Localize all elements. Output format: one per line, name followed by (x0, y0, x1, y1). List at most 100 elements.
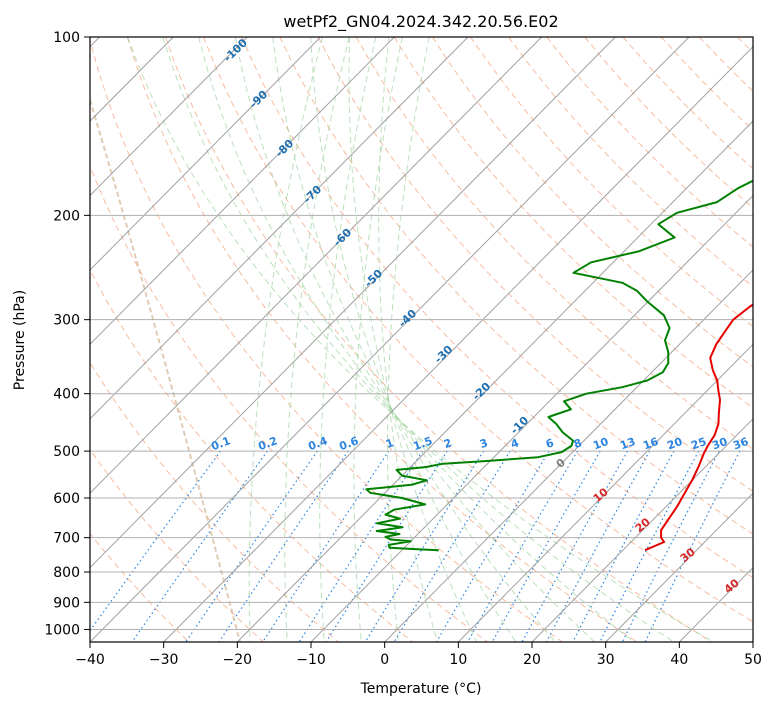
chart-title: wetPf2_GN04.2024.342.20.56.E02 (283, 12, 558, 32)
y-tick-label: 800 (53, 565, 80, 581)
mixing-ratio-line (491, 450, 601, 642)
x-tick-label: 30 (597, 652, 615, 668)
dry-adiabat (317, 37, 753, 493)
skewed-isotherm (236, 120, 753, 642)
mixing-ratio-label: 4 (509, 436, 521, 451)
temperature-line (644, 303, 753, 552)
skewed-isotherm (90, 37, 248, 197)
moist-adiabat (353, 37, 403, 642)
skewed-isotherm (531, 418, 753, 642)
y-tick-label: 700 (53, 531, 80, 547)
skewed-isotherm (605, 492, 753, 642)
dry-adiabat (241, 37, 753, 579)
mixing-ratio-label: 20 (665, 435, 684, 453)
moist-adiabat (319, 37, 377, 642)
y-axis: 100 200 300 400 500 600 700 800 900 1000 (44, 30, 90, 638)
mixing-ratio-line (262, 450, 390, 642)
y-tick-label: 300 (53, 313, 80, 329)
isotherm-label: -100 (221, 36, 250, 65)
mixing-ratio-label: 1.5 (411, 434, 434, 453)
dry-adiabat (90, 164, 488, 642)
x-tick-label: −10 (296, 652, 326, 668)
x-tick-label: 20 (523, 652, 541, 668)
y-tick-label: 200 (53, 208, 80, 224)
x-tick-label: 0 (380, 652, 389, 668)
mixing-ratio-line (466, 450, 579, 642)
mixing-ratio-label: 6 (544, 436, 556, 451)
mixing-ratio-label: 0.1 (209, 434, 232, 453)
skewed-isotherm (752, 641, 753, 642)
dry-adiabat (90, 448, 264, 642)
skewed-isotherm (90, 37, 542, 494)
isotherm-label: -10 (508, 414, 532, 437)
grid-lines (90, 37, 753, 642)
x-axis: −40 −30 −20 −10 0 10 20 30 40 50 (75, 642, 762, 668)
dry-adiabat (508, 37, 753, 288)
background-lines (90, 37, 753, 642)
plot-frame (89, 36, 754, 643)
dry-adiabat (737, 37, 753, 54)
series-lines (365, 179, 753, 552)
dry-adiabat (279, 37, 753, 535)
mixing-ratio-label: 8 (572, 436, 584, 451)
skewed-isotherm (90, 37, 321, 271)
mixing-ratio-line (131, 450, 268, 642)
dewpoint-line (365, 179, 753, 552)
moist-adiabat (272, 37, 556, 642)
moist-adiabat (284, 37, 350, 642)
dry-adiabat (431, 37, 753, 368)
dry-adiabat (90, 361, 339, 642)
dry-adiabat (470, 37, 753, 328)
dry-adiabat (165, 37, 712, 642)
mixing-ratio-label: 16 (641, 435, 660, 453)
moist-adiabat (378, 37, 439, 642)
dry-adiabat (698, 37, 753, 92)
dry-adiabat-label: 30 (678, 545, 698, 565)
mixing-ratio-label: 13 (618, 435, 637, 452)
x-tick-label: 10 (449, 652, 467, 668)
skewed-isotherm (90, 37, 690, 642)
mixing-ratio-line (298, 450, 424, 642)
mixing-ratio-label: 25 (689, 435, 708, 452)
mixing-ratio-label: 1 (384, 436, 396, 451)
dry-adiabat (203, 37, 753, 623)
moist-adiabat (198, 37, 635, 642)
moist-adiabat (234, 37, 596, 642)
mixing-ratio-line (393, 450, 511, 642)
mixing-ratio-line (521, 450, 629, 642)
mixing-ratio-label: 0.2 (256, 434, 279, 453)
mixing-ratio-label: 3 (478, 436, 490, 451)
dry-adiabat-label: 10 (591, 485, 611, 505)
x-tick-label: −40 (75, 652, 105, 668)
isotherm-label: -40 (396, 307, 420, 330)
dry-adiabat (660, 37, 753, 131)
skewed-isotherm (90, 37, 395, 346)
y-tick-label: 400 (53, 387, 80, 403)
x-tick-label: −20 (223, 652, 253, 668)
mixing-ratio-line (90, 450, 221, 632)
mixing-ratio-label: 0.4 (306, 434, 329, 453)
mixing-ratio-line (325, 450, 448, 642)
y-tick-label: 900 (53, 595, 80, 611)
mixing-ratio-line (435, 450, 550, 642)
mixing-ratio-line (572, 450, 675, 642)
mixing-ratio-line (621, 450, 720, 642)
mixing-ratio-line (599, 450, 700, 642)
mixing-ratio-line (545, 450, 651, 642)
mixing-ratio-label: 0.6 (337, 434, 360, 453)
dry-adiabat (90, 268, 414, 642)
y-tick-label: 500 (53, 444, 80, 460)
isotherm-label: -20 (470, 380, 494, 403)
x-tick-label: 40 (670, 652, 688, 668)
dry-adiabat (126, 37, 638, 642)
moist-adiabat (127, 37, 714, 642)
mixing-ratio-line (185, 450, 318, 642)
mixing-ratio-label: 10 (591, 435, 610, 453)
y-tick-label: 100 (53, 30, 80, 46)
y-tick-label: 600 (53, 491, 80, 507)
skewed-isotherm (384, 269, 753, 642)
x-axis-label: Temperature (°C) (360, 681, 482, 697)
mixing-ratio-line (218, 450, 349, 642)
